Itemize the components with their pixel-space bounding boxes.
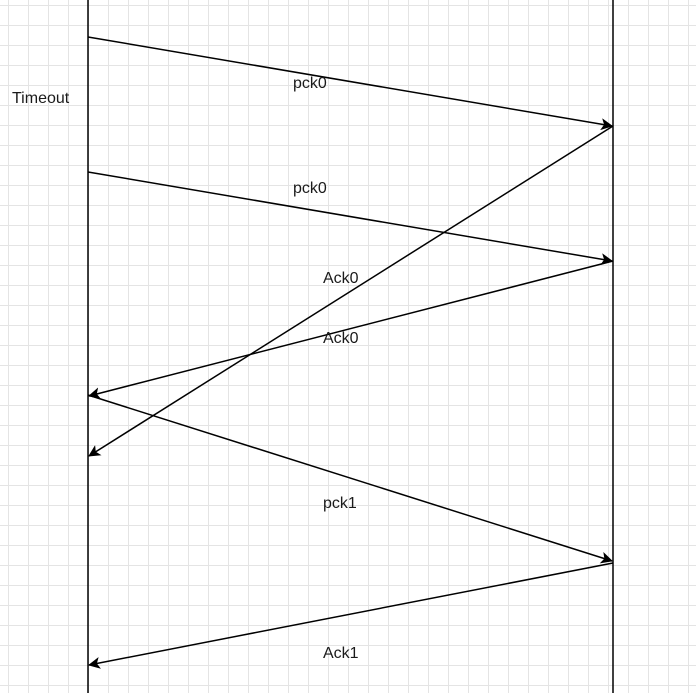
message-arrow-pck1 (87, 394, 613, 564)
message-arrow-pck0-retransmit (87, 171, 613, 266)
message-label-ack0-first: Ack0 (323, 270, 359, 287)
message-label-ack1: Ack1 (323, 645, 359, 662)
message-label-ack0-second: Ack0 (323, 330, 359, 347)
message-label-pck0-retransmit: pck0 (293, 180, 327, 197)
message-arrow-ack0-first (88, 125, 614, 457)
timeout-label: Timeout (12, 90, 70, 107)
message-arrow-ack1 (88, 562, 614, 669)
message-arrow-pck0-first (87, 36, 613, 131)
message-label-pck1: pck1 (323, 495, 357, 512)
message-label-pck0-first: pck0 (293, 75, 327, 92)
message-arrow-ack0-second (88, 260, 614, 400)
